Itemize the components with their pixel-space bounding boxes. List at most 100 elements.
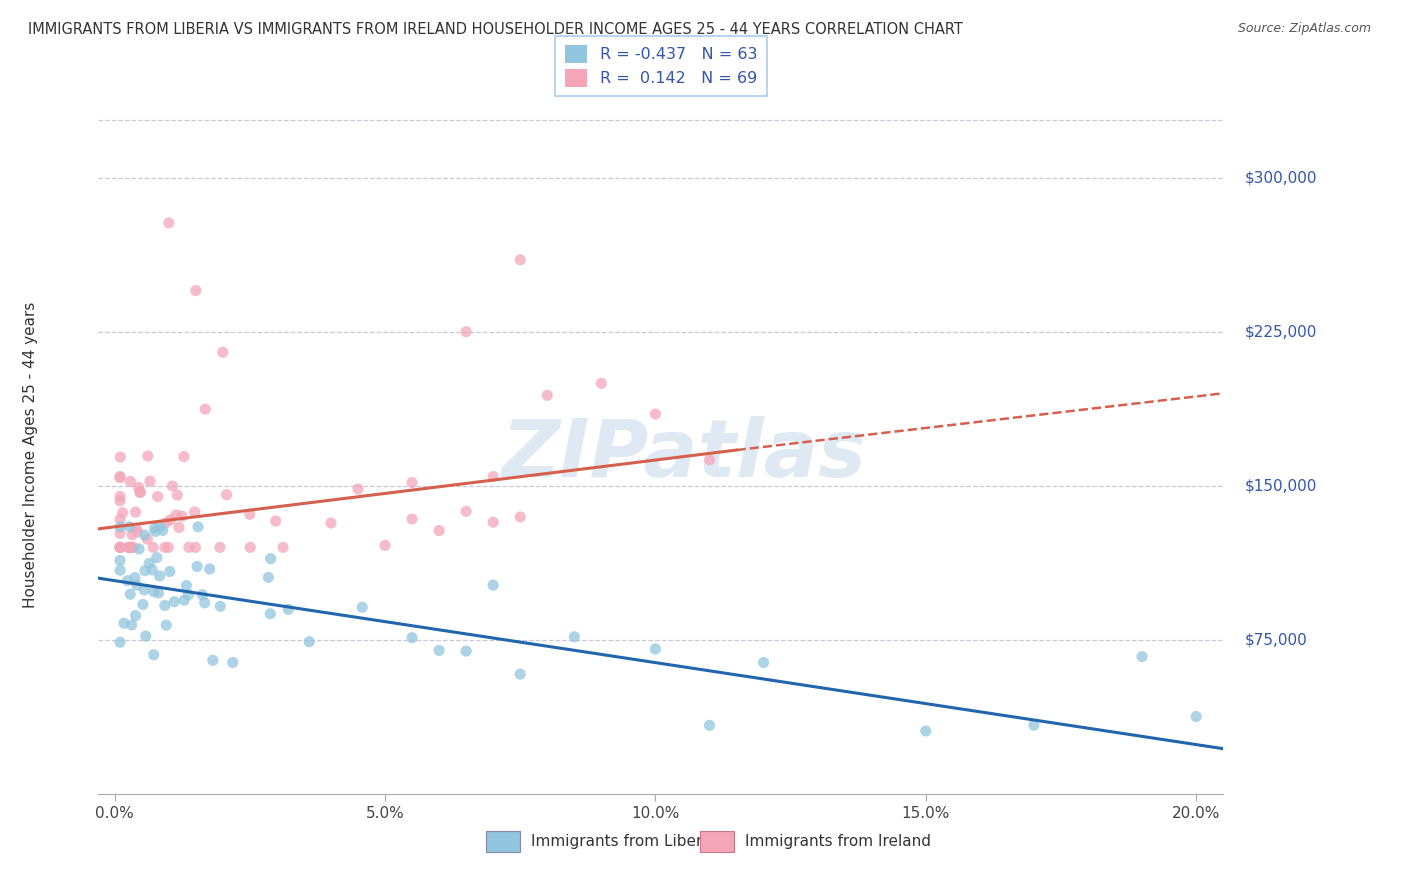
Text: Immigrants from Liberia: Immigrants from Liberia bbox=[531, 834, 717, 849]
Point bbox=[456, 325, 478, 339]
Point bbox=[176, 578, 198, 592]
Point bbox=[201, 653, 224, 667]
Point bbox=[162, 479, 184, 493]
Point bbox=[129, 485, 152, 500]
Point bbox=[108, 563, 131, 577]
Point bbox=[177, 588, 200, 602]
Point bbox=[117, 574, 139, 588]
Point bbox=[128, 485, 150, 500]
Point bbox=[264, 514, 287, 528]
Point bbox=[108, 470, 131, 484]
Point bbox=[644, 642, 666, 657]
Point bbox=[277, 602, 299, 616]
Point bbox=[1022, 718, 1045, 732]
Point bbox=[108, 541, 131, 555]
Point bbox=[141, 563, 163, 577]
Text: $150,000: $150,000 bbox=[1244, 478, 1317, 493]
Point bbox=[108, 541, 131, 555]
Point bbox=[108, 635, 131, 649]
Point bbox=[108, 520, 131, 534]
Point bbox=[456, 644, 478, 658]
Point bbox=[149, 520, 172, 534]
Point bbox=[153, 541, 176, 555]
Point bbox=[173, 450, 195, 464]
Point bbox=[134, 564, 156, 578]
Point bbox=[536, 388, 558, 402]
Point bbox=[157, 541, 180, 555]
Point bbox=[145, 524, 167, 539]
Point bbox=[155, 618, 177, 632]
Point bbox=[509, 252, 531, 267]
Point bbox=[132, 598, 155, 612]
Point bbox=[239, 541, 262, 555]
Point bbox=[108, 489, 131, 503]
Point bbox=[118, 541, 141, 555]
Point bbox=[173, 593, 195, 607]
Point bbox=[163, 595, 186, 609]
Point bbox=[118, 520, 141, 534]
Point bbox=[134, 582, 156, 597]
Point bbox=[482, 469, 505, 483]
Point bbox=[142, 541, 165, 555]
Point bbox=[120, 541, 142, 555]
Point bbox=[108, 553, 131, 567]
Point bbox=[591, 376, 613, 391]
Point bbox=[752, 656, 775, 670]
Point bbox=[136, 449, 159, 463]
Point bbox=[239, 508, 262, 522]
Point bbox=[138, 557, 160, 571]
Point bbox=[159, 565, 181, 579]
Point bbox=[215, 488, 238, 502]
Point bbox=[259, 607, 281, 621]
Point bbox=[148, 586, 170, 600]
Point bbox=[187, 520, 209, 534]
Text: Immigrants from Ireland: Immigrants from Ireland bbox=[745, 834, 931, 849]
Point bbox=[482, 578, 505, 592]
Point bbox=[134, 528, 156, 542]
Point bbox=[118, 541, 141, 555]
FancyBboxPatch shape bbox=[700, 831, 734, 852]
Point bbox=[124, 505, 146, 519]
Point bbox=[198, 562, 221, 576]
Point bbox=[347, 482, 370, 496]
Point bbox=[211, 345, 233, 359]
Point bbox=[298, 634, 321, 648]
Point bbox=[108, 493, 131, 508]
Point bbox=[914, 723, 936, 738]
Point bbox=[194, 402, 217, 417]
Point bbox=[194, 596, 217, 610]
Point bbox=[562, 630, 585, 644]
Point bbox=[128, 480, 150, 494]
Point bbox=[482, 515, 505, 529]
Text: Householder Income Ages 25 - 44 years: Householder Income Ages 25 - 44 years bbox=[24, 301, 38, 608]
Point bbox=[165, 508, 187, 522]
Point bbox=[352, 600, 374, 615]
Point bbox=[108, 512, 131, 526]
Point bbox=[128, 541, 150, 556]
Point bbox=[183, 505, 205, 519]
Point bbox=[186, 559, 208, 574]
Text: ZIPatlas: ZIPatlas bbox=[501, 416, 866, 494]
Point bbox=[110, 450, 132, 464]
Point bbox=[155, 516, 177, 530]
Text: IMMIGRANTS FROM LIBERIA VS IMMIGRANTS FROM IRELAND HOUSEHOLDER INCOME AGES 25 - : IMMIGRANTS FROM LIBERIA VS IMMIGRANTS FR… bbox=[28, 22, 963, 37]
Point bbox=[177, 541, 200, 555]
Point bbox=[257, 570, 280, 584]
Point bbox=[125, 578, 148, 592]
Point bbox=[166, 488, 188, 502]
Point bbox=[509, 510, 531, 524]
Point bbox=[152, 524, 174, 538]
Point bbox=[209, 599, 232, 614]
Point bbox=[124, 608, 146, 623]
Point bbox=[374, 538, 396, 552]
Point bbox=[121, 618, 143, 632]
Point bbox=[184, 541, 207, 555]
Point bbox=[699, 718, 721, 732]
Point bbox=[222, 656, 245, 670]
Point bbox=[120, 475, 142, 489]
Point bbox=[108, 541, 131, 555]
Point bbox=[122, 541, 145, 555]
Point bbox=[111, 506, 134, 520]
Point bbox=[120, 587, 142, 601]
Point bbox=[259, 551, 281, 566]
